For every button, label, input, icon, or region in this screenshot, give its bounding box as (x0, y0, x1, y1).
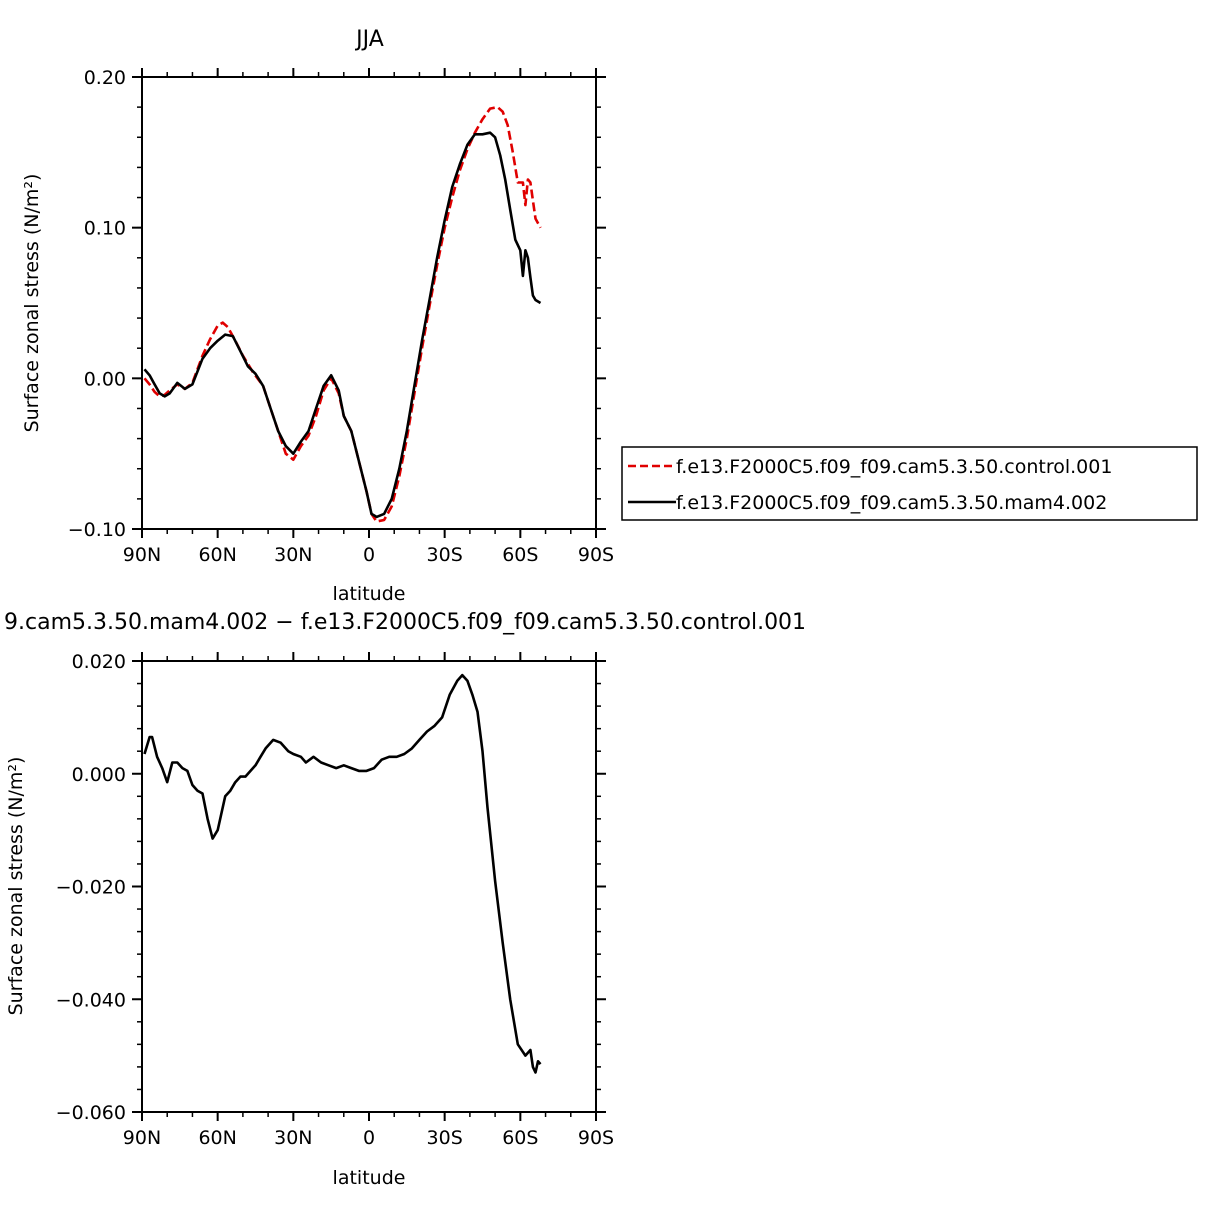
bottom-x-tick-label: 30S (427, 1127, 463, 1149)
top-x-axis-label: latitude (333, 583, 406, 605)
bottom-minor-ticks (137, 656, 601, 1117)
bottom-y-axis-label: Surface zonal stress (N/m²) (5, 757, 27, 1016)
bottom-y-tick-label: 0.000 (72, 764, 126, 786)
top-x-tick-label: 30N (274, 544, 312, 566)
top-y-ticks: 0.20 0.10 0.00 −0.10 (68, 67, 606, 541)
top-y-tick-label: 0.10 (84, 218, 126, 240)
bottom-chart-title: 9.cam5.3.50.mam4.002 − f.e13.F2000C5.f09… (4, 610, 806, 635)
bottom-plot-frame (141, 660, 597, 1113)
bottom-y-tick-label: −0.040 (56, 989, 126, 1011)
top-series-line-0 (143, 105, 542, 523)
bottom-y-tick-label: −0.060 (56, 1102, 126, 1124)
bottom-y-ticks: 0.020 0.000 −0.020 −0.040 −0.060 (56, 651, 606, 1124)
top-x-tick-label: 90S (578, 544, 614, 566)
bottom-x-tick-label: 60S (502, 1127, 538, 1149)
bottom-x-ticks: 90N 60N 30N 0 30S 60S 90S (123, 652, 614, 1149)
legend-box (621, 446, 1198, 521)
bottom-y-tick-label: 0.020 (72, 651, 126, 673)
legend-entry-mam4: f.e13.F2000C5.f09_f09.cam5.3.50.mam4.002 (676, 492, 1107, 514)
bottom-panel: 9.cam5.3.50.mam4.002 − f.e13.F2000C5.f09… (4, 610, 806, 1189)
top-y-tick-label: 0.00 (84, 368, 126, 390)
top-minor-ticks (137, 72, 601, 534)
top-panel: JJA 90N 60N 30N 0 30S 60S 90S 0.20 0.10 0.00 −0.1… (21, 27, 1198, 605)
bottom-x-tick-label: 0 (363, 1127, 375, 1149)
top-y-axis-label: Surface zonal stress (N/m²) (21, 174, 43, 433)
top-chart-title: JJA (354, 27, 384, 52)
top-y-tick-label: 0.20 (84, 67, 126, 89)
top-x-tick-label: 90N (123, 544, 161, 566)
top-x-tick-label: 30S (427, 544, 463, 566)
bottom-x-tick-label: 60N (198, 1127, 236, 1149)
bottom-x-tick-label: 90S (578, 1127, 614, 1149)
bottom-x-tick-label: 90N (123, 1127, 161, 1149)
legend: f.e13.F2000C5.f09_f09.cam5.3.50.control.… (621, 446, 1198, 521)
top-y-tick-label: −0.10 (68, 519, 126, 541)
bottom-series-lines (143, 673, 542, 1074)
bottom-x-tick-label: 30N (274, 1127, 312, 1149)
top-series-line-1 (143, 131, 542, 519)
top-x-ticks: 90N 60N 30N 0 30S 60S 90S (123, 68, 614, 566)
top-series-lines (143, 105, 542, 523)
top-x-tick-label: 60N (198, 544, 236, 566)
legend-entry-control: f.e13.F2000C5.f09_f09.cam5.3.50.control.… (676, 456, 1112, 478)
bottom-x-axis-label: latitude (333, 1167, 406, 1189)
bottom-series-line-0 (143, 673, 542, 1074)
bottom-y-tick-label: −0.020 (56, 877, 126, 899)
top-x-tick-label: 0 (363, 544, 375, 566)
top-x-tick-label: 60S (502, 544, 538, 566)
top-plot-frame (141, 76, 597, 530)
